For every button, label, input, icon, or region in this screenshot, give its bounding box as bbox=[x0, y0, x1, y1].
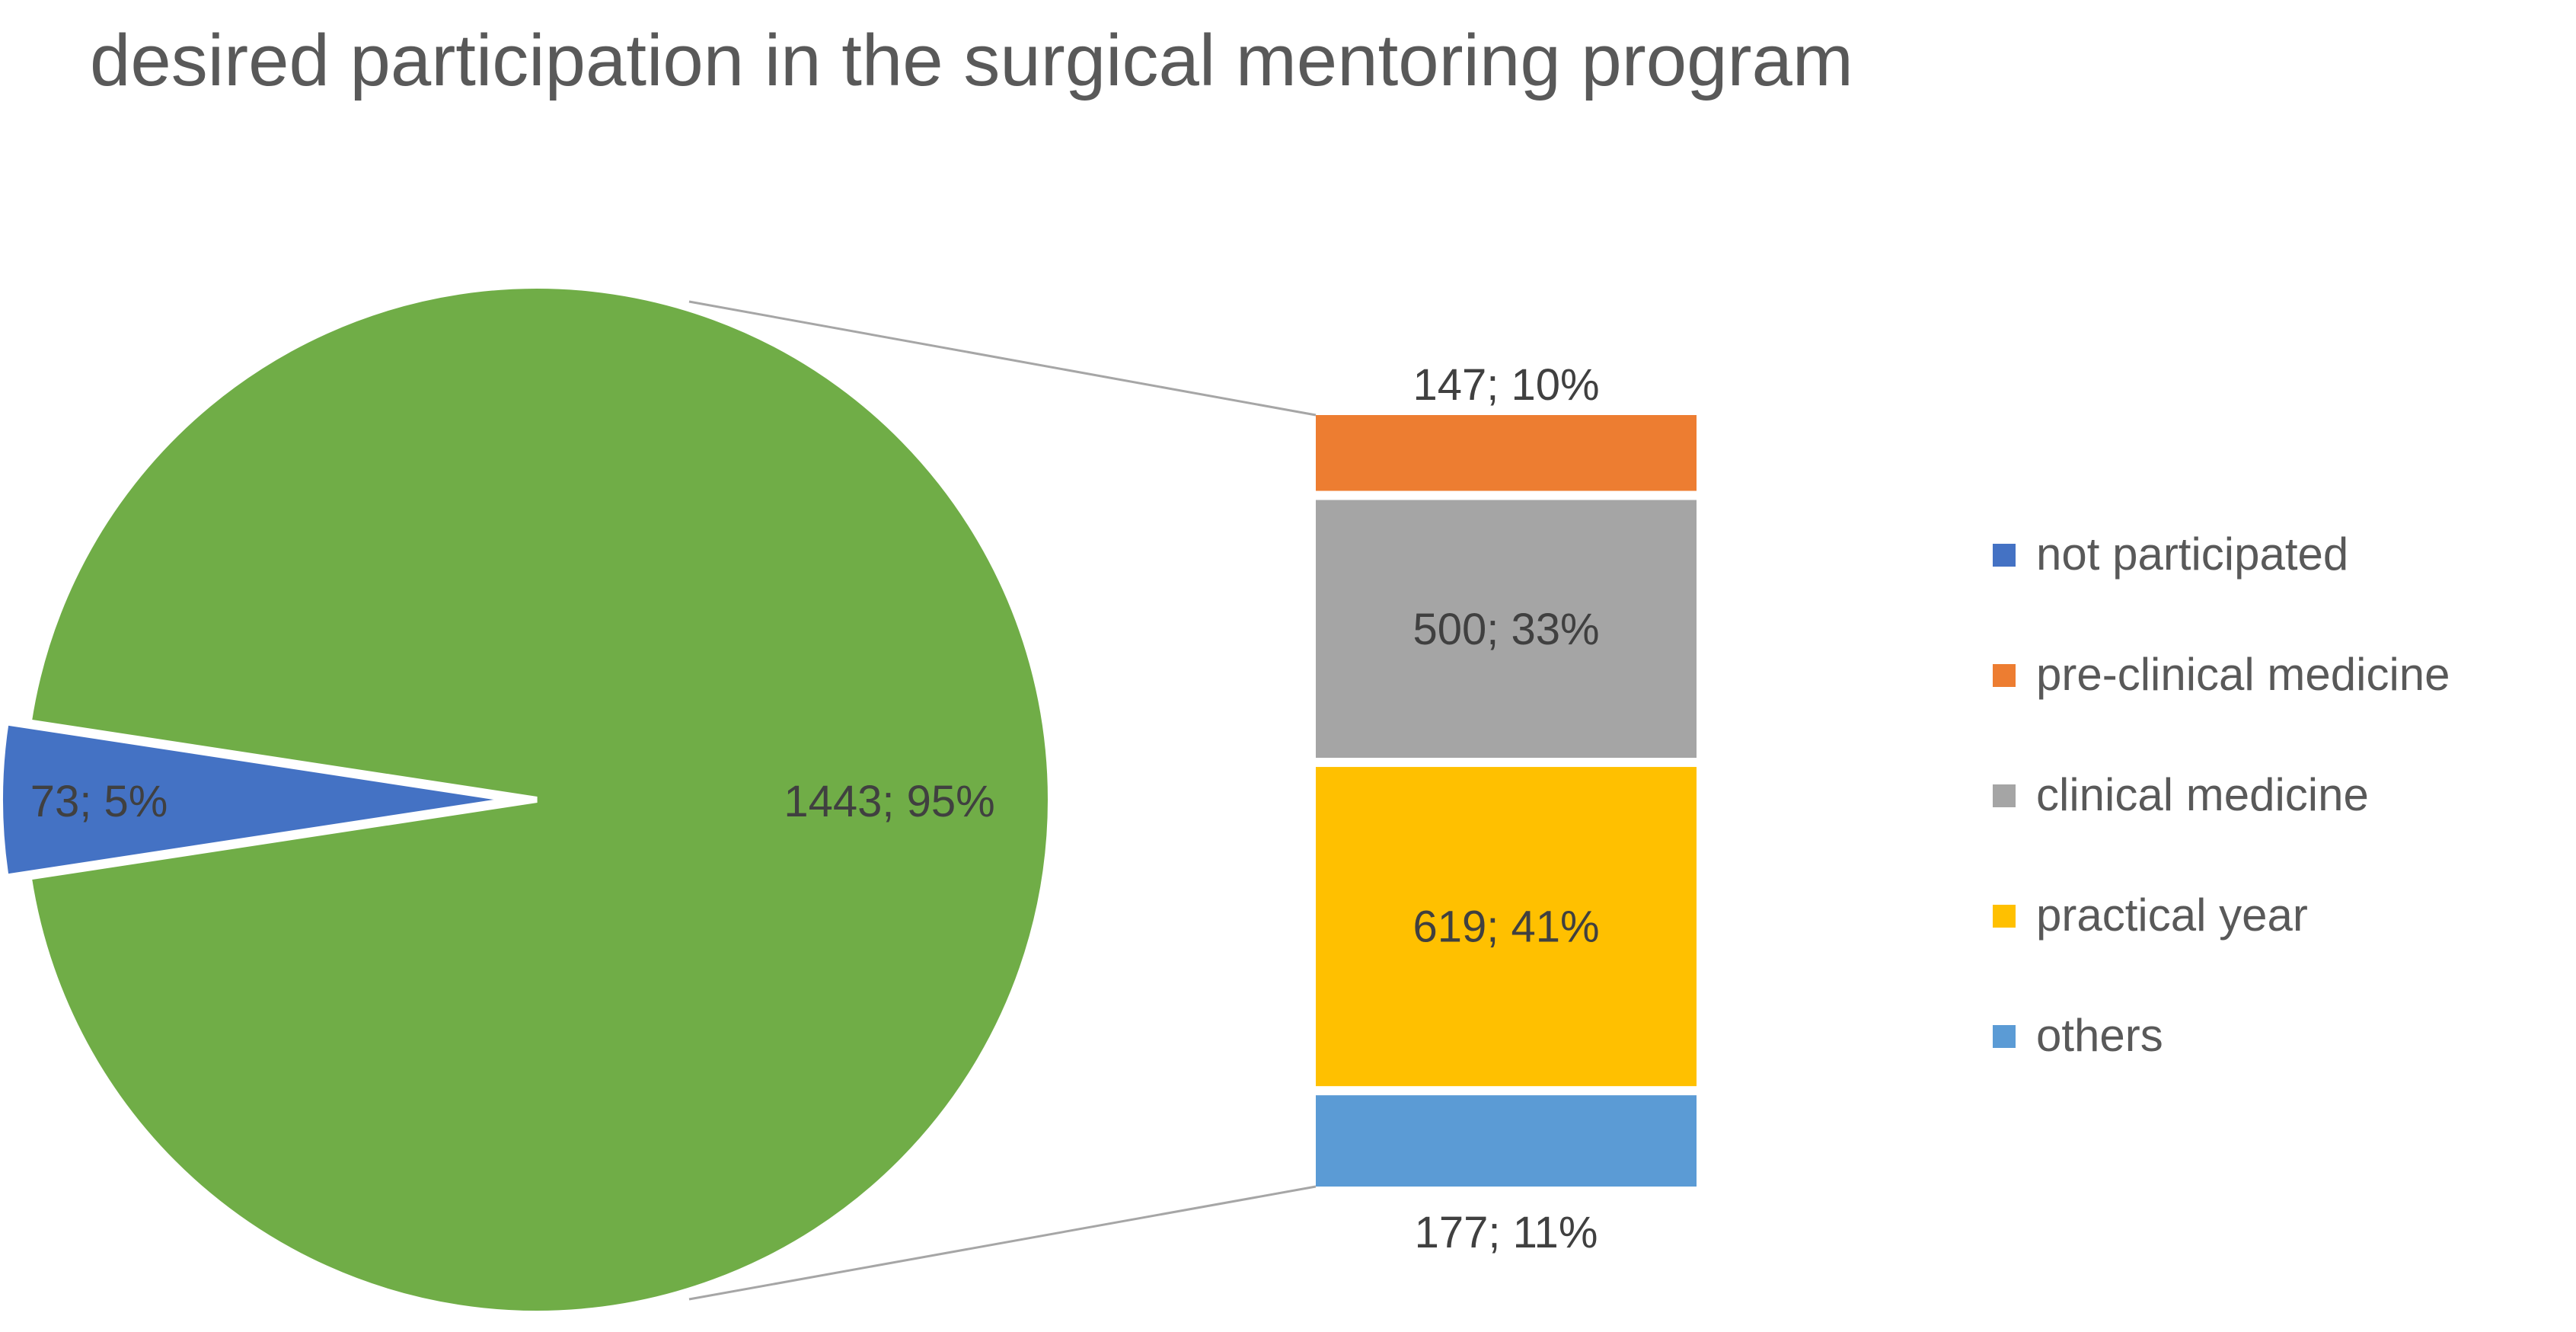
bar-segment-clinical-medicine bbox=[1316, 500, 1697, 759]
bar-segment-others bbox=[1316, 1095, 1697, 1187]
bar-label-pre-clinical-medicine: 147; 10% bbox=[1412, 360, 1599, 410]
legend-swatch-pre-clinical-medicine bbox=[1993, 664, 2016, 687]
bar-label-clinical-medicine: 500; 33% bbox=[1412, 605, 1599, 654]
connector-lines bbox=[688, 300, 1317, 1301]
legend-swatch-practical-year bbox=[1993, 905, 2016, 928]
connector-line-top bbox=[688, 300, 1317, 417]
legend-swatch-others bbox=[1993, 1025, 2016, 1048]
legend-label-pre-clinical-medicine: pre-clinical medicine bbox=[2036, 649, 2450, 700]
legend-swatch-clinical-medicine bbox=[1993, 784, 2016, 807]
breakdown-bar: 147; 10% 500; 33% 619; 41% 177; 11% bbox=[1316, 360, 1697, 1257]
bar-label-others: 177; 11% bbox=[1415, 1208, 1598, 1257]
pie-slice-not-participated bbox=[0, 718, 515, 881]
legend-label-practical-year: practical year bbox=[2036, 890, 2308, 941]
pie-slice-participated bbox=[25, 283, 1054, 1317]
bar-segment-practical-year bbox=[1316, 767, 1697, 1087]
legend-swatch-not-participated bbox=[1993, 544, 2016, 567]
connector-line-bottom bbox=[688, 1185, 1317, 1301]
bar-label-practical-year: 619; 41% bbox=[1412, 902, 1599, 952]
pie-label-participated: 1443; 95% bbox=[784, 777, 994, 826]
chart-title: desired participation in the surgical me… bbox=[90, 20, 1853, 101]
legend-label-not-participated: not participated bbox=[2036, 529, 2348, 580]
legend-label-others: others bbox=[2036, 1010, 2163, 1061]
pie: 73; 5% 1443; 95% bbox=[0, 283, 1054, 1317]
pie-label-not-participated: 73; 5% bbox=[30, 777, 168, 826]
legend: not participated pre-clinical medicine cli… bbox=[1993, 529, 2450, 1061]
bar-segment-pre-clinical-medicine bbox=[1316, 415, 1697, 491]
legend-label-clinical-medicine: clinical medicine bbox=[2036, 769, 2369, 820]
